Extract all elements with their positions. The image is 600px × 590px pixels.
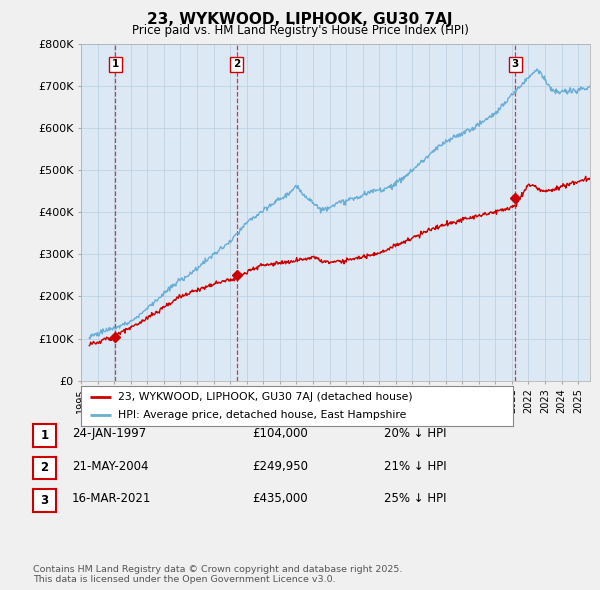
Text: 23, WYKWOOD, LIPHOOK, GU30 7AJ (detached house): 23, WYKWOOD, LIPHOOK, GU30 7AJ (detached… (118, 392, 412, 402)
Text: Contains HM Land Registry data © Crown copyright and database right 2025.
This d: Contains HM Land Registry data © Crown c… (33, 565, 403, 584)
Text: 3: 3 (512, 60, 519, 70)
Text: 1: 1 (112, 60, 119, 70)
Text: 23, WYKWOOD, LIPHOOK, GU30 7AJ: 23, WYKWOOD, LIPHOOK, GU30 7AJ (147, 12, 453, 27)
Text: £435,000: £435,000 (252, 492, 308, 505)
Text: 21% ↓ HPI: 21% ↓ HPI (384, 460, 446, 473)
Text: 16-MAR-2021: 16-MAR-2021 (72, 492, 151, 505)
Text: 25% ↓ HPI: 25% ↓ HPI (384, 492, 446, 505)
Text: HPI: Average price, detached house, East Hampshire: HPI: Average price, detached house, East… (118, 410, 406, 420)
Text: 24-JAN-1997: 24-JAN-1997 (72, 427, 146, 440)
Text: 20% ↓ HPI: 20% ↓ HPI (384, 427, 446, 440)
Text: 21-MAY-2004: 21-MAY-2004 (72, 460, 149, 473)
Text: 2: 2 (40, 461, 49, 474)
Text: 3: 3 (40, 494, 49, 507)
Text: £104,000: £104,000 (252, 427, 308, 440)
Text: £249,950: £249,950 (252, 460, 308, 473)
Text: 2: 2 (233, 60, 240, 70)
Text: Price paid vs. HM Land Registry's House Price Index (HPI): Price paid vs. HM Land Registry's House … (131, 24, 469, 37)
Text: 1: 1 (40, 429, 49, 442)
